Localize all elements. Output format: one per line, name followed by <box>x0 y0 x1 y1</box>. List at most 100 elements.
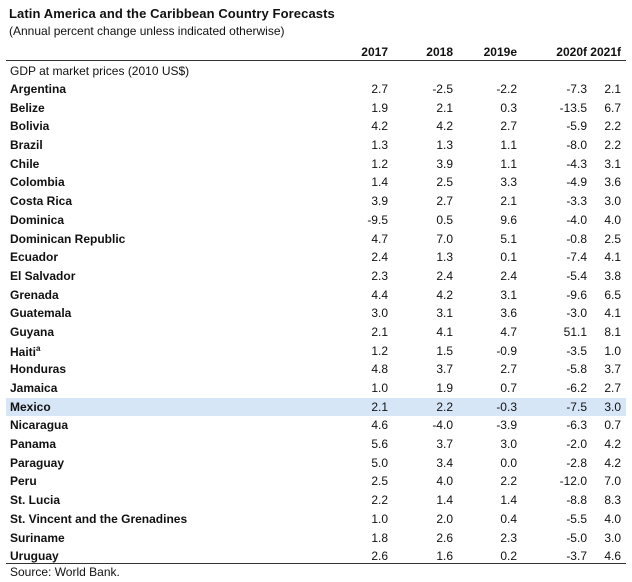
value-cell: 1.2 <box>371 156 388 171</box>
table-row: Panama 5.6 3.7 3.0 -2.0 4.2 <box>6 435 626 454</box>
source-note: Source: World Bank. <box>10 565 120 579</box>
table-row: Brazil 1.3 1.3 1.1 -8.0 2.2 <box>6 136 626 155</box>
country-name: Panama <box>10 437 56 451</box>
value-cell: -12.0 <box>559 474 587 489</box>
country-name: Chile <box>10 157 39 171</box>
country-name: Peru <box>10 474 37 488</box>
value-cell: -4.3 <box>566 156 587 171</box>
value-cell: 1.5 <box>436 343 453 358</box>
value-cell: -5.4 <box>566 268 587 283</box>
value-cell: 2.5 <box>436 175 453 190</box>
value-cell: 1.0 <box>371 511 388 526</box>
country-name-text: Dominica <box>10 212 65 227</box>
value-cell: 1.3 <box>371 138 388 153</box>
country-name-text: Guyana <box>10 324 55 339</box>
value-cell: 4.1 <box>604 306 621 321</box>
value-cell: 2.1 <box>500 194 517 209</box>
value-cell: 1.9 <box>371 100 388 115</box>
value-cell: 2.6 <box>436 530 453 545</box>
value-cell: 8.3 <box>604 493 621 508</box>
value-cell: -8.8 <box>566 493 587 508</box>
value-cell: 4.0 <box>604 212 621 227</box>
value-cell: -7.5 <box>566 399 587 414</box>
column-header-2019e: 2019e <box>483 45 517 59</box>
table-row: Guyana 2.1 4.1 4.7 51.1 8.1 <box>6 323 626 342</box>
value-cell: 3.4 <box>436 455 453 470</box>
table-row: Paraguay 5.0 3.4 0.0 -2.8 4.2 <box>6 454 626 473</box>
value-cell: 5.6 <box>371 437 388 452</box>
value-cell: 0.0 <box>500 455 517 470</box>
value-cell: -6.2 <box>566 381 587 395</box>
table-row: St. Vincent and the Grenadines 1.0 2.0 0.4 -… <box>6 510 626 529</box>
country-name: Jamaica <box>10 381 57 395</box>
table-row: Chile 1.2 3.9 1.1 -4.3 3.1 <box>6 155 626 174</box>
value-cell: -0.9 <box>496 343 517 358</box>
table-row: Mexico 2.1 2.2 -0.3 -7.5 3.0 <box>6 397 626 417</box>
table-row: Dominican Republic 4.7 7.0 5.1 -0.8 2.5 <box>6 230 626 249</box>
country-name-text: Paraguay <box>10 455 65 470</box>
value-cell: 1.1 <box>500 138 517 153</box>
value-cell: 1.0 <box>604 343 621 358</box>
table-row: Argentina 2.7 -2.5 -2.2 -7.3 2.1 <box>6 80 626 99</box>
value-cell: 3.7 <box>436 362 453 377</box>
value-cell: 1.3 <box>436 250 453 265</box>
country-name-text: Dominican Republic <box>10 231 126 246</box>
country-name: Haitia <box>10 344 40 359</box>
country-name-text: Guatemala <box>10 306 72 321</box>
table-row: Bolivia 4.2 4.2 2.7 -5.9 2.2 <box>6 117 626 136</box>
value-cell: 0.7 <box>500 381 517 395</box>
value-cell: 51.1 <box>563 324 587 339</box>
country-name: Bolivia <box>10 119 49 133</box>
table-title: Latin America and the Caribbean Country … <box>9 6 335 21</box>
country-name-text: Uruguay <box>10 549 59 564</box>
country-name-text: Ecuador <box>10 250 59 265</box>
footnote-marker: a <box>36 343 41 353</box>
country-name-text: Chile <box>10 156 40 171</box>
value-cell: 0.7 <box>604 418 621 433</box>
value-cell: 3.6 <box>604 175 621 190</box>
country-name-text: Peru <box>10 474 37 489</box>
value-cell: -2.5 <box>432 82 453 96</box>
column-header-2021f: 2021f <box>590 45 621 59</box>
value-cell: -3.0 <box>566 306 587 321</box>
country-name: Belize <box>10 101 45 115</box>
value-cell: 3.0 <box>604 399 621 414</box>
value-cell: -2.8 <box>566 455 587 470</box>
value-cell: 6.7 <box>604 100 621 115</box>
value-cell: 3.0 <box>604 194 621 209</box>
country-name-text: Mexico <box>10 399 51 414</box>
value-cell: -5.9 <box>566 119 587 134</box>
country-name: Costa Rica <box>10 194 72 208</box>
value-cell: 3.0 <box>500 437 517 452</box>
value-cell: 5.0 <box>371 455 388 470</box>
value-cell: 4.1 <box>604 250 621 265</box>
value-cell: 4.0 <box>436 474 453 489</box>
value-cell: 2.0 <box>436 511 453 526</box>
section-label: GDP at market prices (2010 US$) <box>10 64 190 78</box>
value-cell: 2.5 <box>371 474 388 489</box>
value-cell: 2.3 <box>371 268 388 283</box>
value-cell: 4.2 <box>436 287 453 302</box>
country-name: El Salvador <box>10 269 75 283</box>
value-cell: -0.3 <box>496 399 517 414</box>
country-name-text: Jamaica <box>10 381 58 395</box>
country-name: Dominican Republic <box>10 232 125 246</box>
value-cell: 0.3 <box>500 100 517 115</box>
country-name-text: Argentina <box>10 82 67 96</box>
value-cell: 5.1 <box>500 231 517 246</box>
country-name: Ecuador <box>10 250 58 264</box>
value-cell: -7.3 <box>566 82 587 96</box>
value-cell: 2.4 <box>500 268 517 283</box>
country-name-text: Colombia <box>10 175 65 190</box>
value-cell: 1.1 <box>500 156 517 171</box>
country-name-text: Brazil <box>10 138 43 153</box>
value-cell: -7.4 <box>566 250 587 265</box>
value-cell: 0.2 <box>500 549 517 564</box>
country-name-text: Suriname <box>10 530 65 545</box>
country-name: Honduras <box>10 362 66 376</box>
value-cell: 2.2 <box>436 399 453 414</box>
value-cell: 3.7 <box>436 437 453 452</box>
value-cell: 0.5 <box>436 212 453 227</box>
table-row: Colombia 1.4 2.5 3.3 -4.9 3.6 <box>6 173 626 192</box>
value-cell: 2.1 <box>436 100 453 115</box>
